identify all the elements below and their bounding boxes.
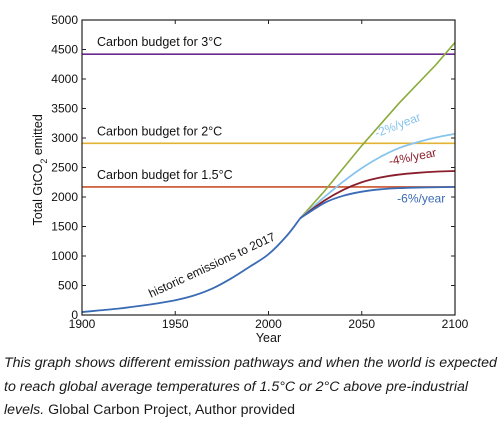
x-tick-label-2: 2000 — [255, 317, 282, 331]
pathway-line-1 — [299, 132, 456, 219]
pathway-line-2 — [299, 170, 456, 219]
caption-text: This graph shows different emission path… — [4, 355, 497, 418]
budget-label-0: Carbon budget for 3°C — [97, 35, 222, 49]
figure-caption: This graph shows different emission path… — [4, 352, 498, 423]
x-tick-label-3: 2050 — [348, 317, 375, 331]
chart-labels: Carbon budget for 3°C Carbon budget for 2… — [97, 35, 445, 300]
y-tick-label-9: 4500 — [51, 43, 78, 57]
y-axis-label-sub: 2 — [39, 159, 49, 164]
y-tick-label-1: 500 — [58, 279, 78, 293]
historic-line — [81, 217, 301, 313]
chart-lines — [81, 41, 456, 313]
y-axis-label: Total GtCO2 emitted — [31, 114, 49, 225]
budget-label-1: Carbon budget for 2°C — [97, 124, 222, 138]
chart-axes: 0 500 1000 1500 2000 2500 3000 3500 4000 4500 5000… — [51, 13, 468, 331]
historic-label: historic emissions to 2017 — [146, 229, 277, 300]
y-tick-label-8: 4000 — [51, 72, 78, 86]
x-tick-label-1: 1950 — [162, 317, 189, 331]
x-tick-label-0: 1900 — [69, 317, 96, 331]
pathway-label-3: -6%/year — [397, 191, 445, 205]
pathway-line-0 — [299, 41, 456, 219]
y-tick-label-2: 1000 — [51, 249, 78, 263]
y-tick-label-3: 1500 — [51, 220, 78, 234]
y-axis-label-main: Total GtCO — [31, 163, 45, 225]
pathway-line-3 — [299, 186, 456, 220]
caption-credit: Global Carbon Project, Author provided — [44, 402, 296, 418]
x-tick-label-4: 2100 — [442, 317, 469, 331]
emissions-chart: 0 500 1000 1500 2000 2500 3000 3500 4000 4500 5000… — [31, 13, 469, 345]
y-tick-label-5: 2500 — [51, 161, 78, 175]
pathway-label-1: -2%/year — [373, 110, 423, 140]
chart-svg: 0 500 1000 1500 2000 2500 3000 3500 4000 4500 5000… — [31, 13, 469, 345]
y-tick-label-7: 3500 — [51, 102, 78, 116]
budget-label-2: Carbon budget for 1.5°C — [97, 168, 233, 182]
x-axis-label: Year — [256, 331, 281, 345]
y-tick-label-10: 5000 — [51, 13, 78, 27]
y-axis-label-tail: emitted — [31, 114, 45, 159]
y-tick-label-6: 3000 — [51, 131, 78, 145]
y-tick-label-0: 0 — [71, 308, 78, 322]
y-tick-label-4: 2000 — [51, 190, 78, 204]
